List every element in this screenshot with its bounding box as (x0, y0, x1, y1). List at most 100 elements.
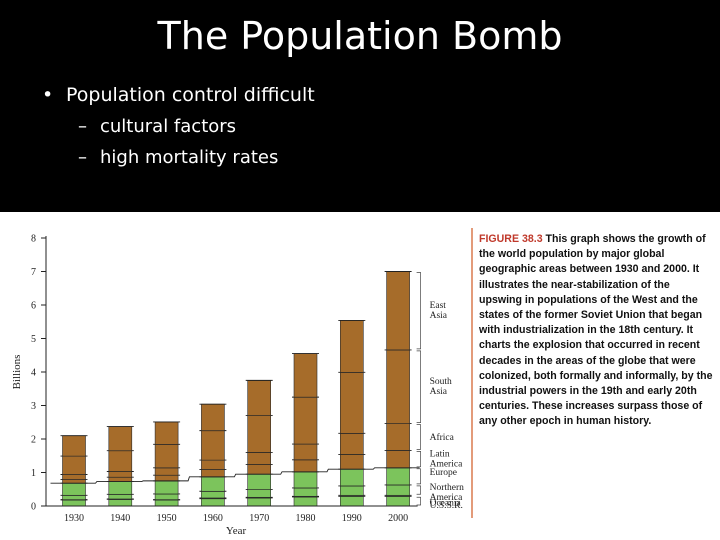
bar-segment (201, 490, 225, 499)
bar-segment (339, 372, 364, 434)
legend-label-line: America (430, 493, 463, 503)
bar-segment (293, 353, 318, 398)
sub-bullet-text: high mortality rates (100, 147, 279, 168)
bar-segment (201, 459, 225, 470)
bar-segment (293, 396, 318, 445)
bar-segment (154, 480, 179, 495)
legend-label: Africa (430, 432, 455, 443)
y-axis-label: Billions (11, 355, 23, 390)
bar-segment (201, 430, 225, 461)
bar-segment (339, 468, 364, 487)
y-tick-label: 4 (31, 368, 36, 379)
y-tick-label: 6 (31, 301, 36, 312)
bar-segment (108, 481, 133, 495)
x-tick-label: 2000 (388, 513, 408, 524)
bullet-dot-icon: • (42, 84, 54, 106)
y-tick-label: 2 (31, 435, 36, 446)
legend-label-line: Europe (430, 468, 457, 478)
bar-segment (386, 423, 410, 451)
y-tick-label: 7 (31, 267, 36, 278)
bullet-text: Population control difficult (66, 84, 315, 106)
bar-segment (339, 320, 364, 373)
legend-label: U.S.S.R. (430, 501, 463, 511)
figure-caption: FIGURE 38.3 This graph shows the growth … (479, 232, 715, 430)
legend-label: Europe (430, 468, 457, 478)
sub-bullet-item: – high mortality rates (78, 147, 315, 168)
dash-icon: – (78, 147, 87, 168)
bar-segment (154, 421, 179, 445)
x-tick-label: 1990 (342, 513, 362, 524)
dash-icon: – (78, 116, 87, 137)
sub-bullet-text: cultural factors (100, 116, 237, 137)
bar-segment (201, 469, 225, 478)
bar-segment (247, 473, 271, 490)
developed-boundary-line (50, 467, 420, 484)
bar-segment (293, 443, 318, 461)
bar-segment (386, 450, 410, 469)
bullet-item: • Population control difficult (42, 84, 315, 106)
bar-segment (339, 485, 364, 496)
x-tick-label: 1930 (64, 513, 84, 524)
y-tick-label: 5 (31, 334, 36, 345)
x-axis-label: Year (226, 525, 247, 537)
population-chart: 0 1 2 3 4 5 6 7 8 Billions 1930 1940 1950 1960 1970 198… (11, 234, 465, 538)
legend-label-line: Asia (430, 387, 448, 397)
bullet-list: • Population control difficult – cultural … (42, 84, 315, 178)
sub-bullet-item: – cultural factors (78, 116, 315, 137)
bar-segment (108, 471, 133, 478)
legend-label-line: East (430, 301, 447, 311)
legend-bracket (416, 468, 421, 485)
legend-label: Northern America (430, 483, 465, 503)
bar-segment (108, 450, 133, 472)
bar-segment (386, 484, 410, 496)
legend-bracket (416, 485, 421, 495)
legend-label-line: America (430, 460, 463, 470)
figure-label: FIGURE 38.3 (479, 233, 543, 245)
bar-segment (201, 476, 225, 492)
bar-segment (62, 455, 86, 475)
legend-label-line: Latin (430, 450, 450, 460)
bar-segment (293, 496, 318, 507)
y-tick-label: 0 (31, 502, 36, 513)
bar-segment (62, 499, 86, 507)
caption-divider (471, 228, 473, 518)
legend-label-line: Northern (430, 483, 465, 493)
x-tick-label: 1980 (296, 513, 316, 524)
legend-label: Latin America (430, 450, 463, 470)
bar-segment (293, 471, 318, 489)
y-tick-label: 1 (31, 468, 36, 479)
bar-segment (62, 479, 86, 484)
bar-segment (386, 467, 410, 486)
bar-segment (108, 498, 133, 507)
slide-title: The Population Bomb (157, 14, 563, 58)
x-tick-label: 1940 (110, 513, 130, 524)
bar-segment (339, 433, 364, 455)
bar-segment (154, 467, 179, 476)
bar-segment (154, 499, 179, 507)
bar-segment (247, 452, 271, 465)
bar-segment (293, 459, 318, 473)
legend-label-line: Africa (430, 432, 455, 443)
bar-segment (154, 474, 179, 482)
bar-segment (154, 493, 179, 500)
bar-segment (247, 380, 271, 416)
legend-label-line: South (430, 377, 452, 387)
y-tick-label: 3 (31, 401, 36, 412)
legend-bracket (416, 496, 421, 506)
bar-segment (108, 476, 133, 482)
bar-segment (339, 454, 364, 470)
bar-segment (386, 495, 410, 507)
bar-segment (62, 474, 86, 480)
legend-bracket (416, 350, 421, 423)
legend-bracket (416, 272, 421, 350)
x-tick-label: 1950 (157, 513, 177, 524)
bar-segment (386, 349, 410, 424)
bar-segment (62, 482, 86, 496)
bar-segment (62, 435, 86, 457)
bar-segment (201, 403, 225, 431)
bar-segment (108, 493, 133, 500)
bar-segment (247, 415, 271, 453)
bar-segment (108, 426, 133, 452)
legend-label-line: Oceania (430, 498, 462, 508)
legend-bracket (416, 424, 421, 450)
